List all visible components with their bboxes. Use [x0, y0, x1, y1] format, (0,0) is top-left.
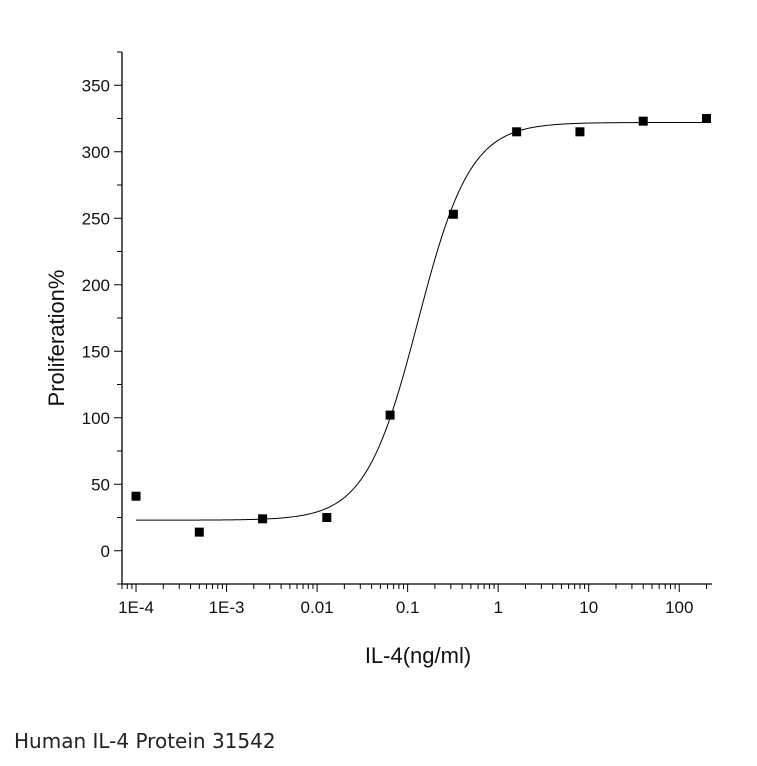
x-tick-label: 0.01	[301, 598, 334, 617]
y-tick-label: 350	[82, 76, 110, 95]
data-point	[638, 116, 648, 126]
y-tick-label: 150	[82, 342, 110, 361]
data-point	[131, 491, 141, 501]
x-tick-label: 100	[665, 598, 693, 617]
y-tick-label: 50	[91, 475, 110, 494]
data-point	[702, 114, 712, 123]
data-point	[448, 209, 458, 219]
y-tick-label: 100	[82, 409, 110, 428]
x-tick-label: 1E-3	[209, 598, 245, 617]
x-tick-label: 1	[493, 598, 502, 617]
y-tick-label: 300	[82, 143, 110, 162]
data-point	[322, 513, 332, 522]
x-tick-label: 1E-4	[118, 598, 154, 617]
x-tick-label: 10	[579, 598, 598, 617]
axes	[121, 52, 712, 585]
y-axis-title: Proliferation%	[44, 270, 69, 407]
x-axis-title: IL-4(ng/ml)	[365, 643, 471, 668]
data-point	[512, 127, 522, 137]
y-tick-label: 200	[82, 276, 110, 295]
data-points	[131, 114, 712, 537]
y-tick-label: 250	[82, 209, 110, 228]
x-tick-label: 0.1	[396, 598, 420, 617]
y-axis-ticks: 0 50 100 150 200 250 300 350	[82, 51, 122, 585]
data-point	[575, 127, 585, 137]
y-tick-label: 0	[101, 542, 110, 561]
figure-caption: Human IL-4 Protein 31542	[14, 729, 276, 753]
fit-curve	[136, 122, 707, 521]
data-point	[258, 514, 268, 524]
data-point	[385, 410, 395, 420]
chart: 1E-4 1E-3 0.01 0.1 1 10 100 0 50 100 150 200 250 300…	[44, 51, 712, 668]
x-axis-ticks: 1E-4 1E-3 0.01 0.1 1 10 100	[118, 584, 708, 617]
data-point	[194, 527, 204, 537]
